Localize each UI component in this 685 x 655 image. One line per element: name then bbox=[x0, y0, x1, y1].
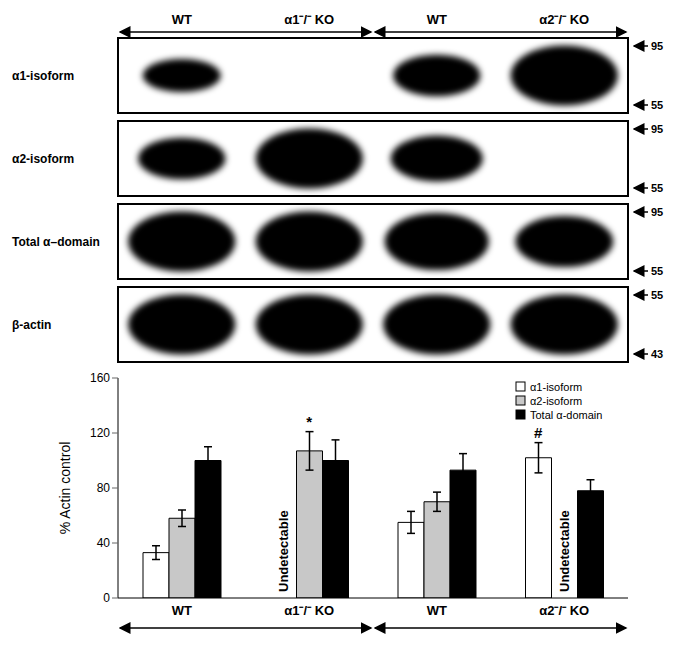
svg-text:95: 95 bbox=[651, 123, 663, 135]
svg-text:α2-isoform: α2-isoform bbox=[12, 152, 74, 166]
svg-text:α2⁻/⁻ KO: α2⁻/⁻ KO bbox=[539, 603, 589, 618]
svg-text:Total α–domain: Total α–domain bbox=[12, 235, 100, 249]
svg-text:α1-isoform: α1-isoform bbox=[12, 69, 74, 83]
svg-text:% Actin control: % Actin control bbox=[57, 442, 73, 535]
svg-text:120: 120 bbox=[90, 426, 110, 440]
svg-text:WT: WT bbox=[172, 603, 192, 618]
svg-text:160: 160 bbox=[90, 371, 110, 385]
svg-text:55: 55 bbox=[651, 265, 663, 277]
svg-text:55: 55 bbox=[651, 182, 663, 194]
svg-text:α1⁻/⁻ KO: α1⁻/⁻ KO bbox=[284, 603, 334, 618]
svg-text:WT: WT bbox=[427, 12, 447, 27]
svg-text:WT: WT bbox=[172, 12, 192, 27]
svg-text:WT: WT bbox=[427, 603, 447, 618]
svg-text:*: * bbox=[306, 413, 312, 430]
svg-text:95: 95 bbox=[651, 40, 663, 52]
svg-text:α1⁻/⁻ KO: α1⁻/⁻ KO bbox=[284, 12, 334, 27]
svg-text:40: 40 bbox=[97, 536, 111, 550]
svg-text:55: 55 bbox=[651, 99, 663, 111]
svg-text:Undetectable: Undetectable bbox=[557, 510, 572, 592]
svg-text:43: 43 bbox=[651, 348, 663, 360]
svg-text:α1-isoform: α1-isoform bbox=[530, 381, 582, 393]
svg-text:95: 95 bbox=[651, 206, 663, 218]
svg-text:#: # bbox=[534, 424, 543, 441]
svg-text:β-actin: β-actin bbox=[12, 318, 51, 332]
svg-text:α2-isoform: α2-isoform bbox=[530, 395, 582, 407]
svg-text:80: 80 bbox=[97, 481, 111, 495]
svg-text:Undetectable: Undetectable bbox=[276, 510, 291, 592]
svg-text:55: 55 bbox=[651, 289, 663, 301]
svg-text:α2⁻/⁻ KO: α2⁻/⁻ KO bbox=[539, 12, 589, 27]
svg-text:Total α-domain: Total α-domain bbox=[530, 409, 602, 421]
svg-text:0: 0 bbox=[103, 591, 110, 605]
